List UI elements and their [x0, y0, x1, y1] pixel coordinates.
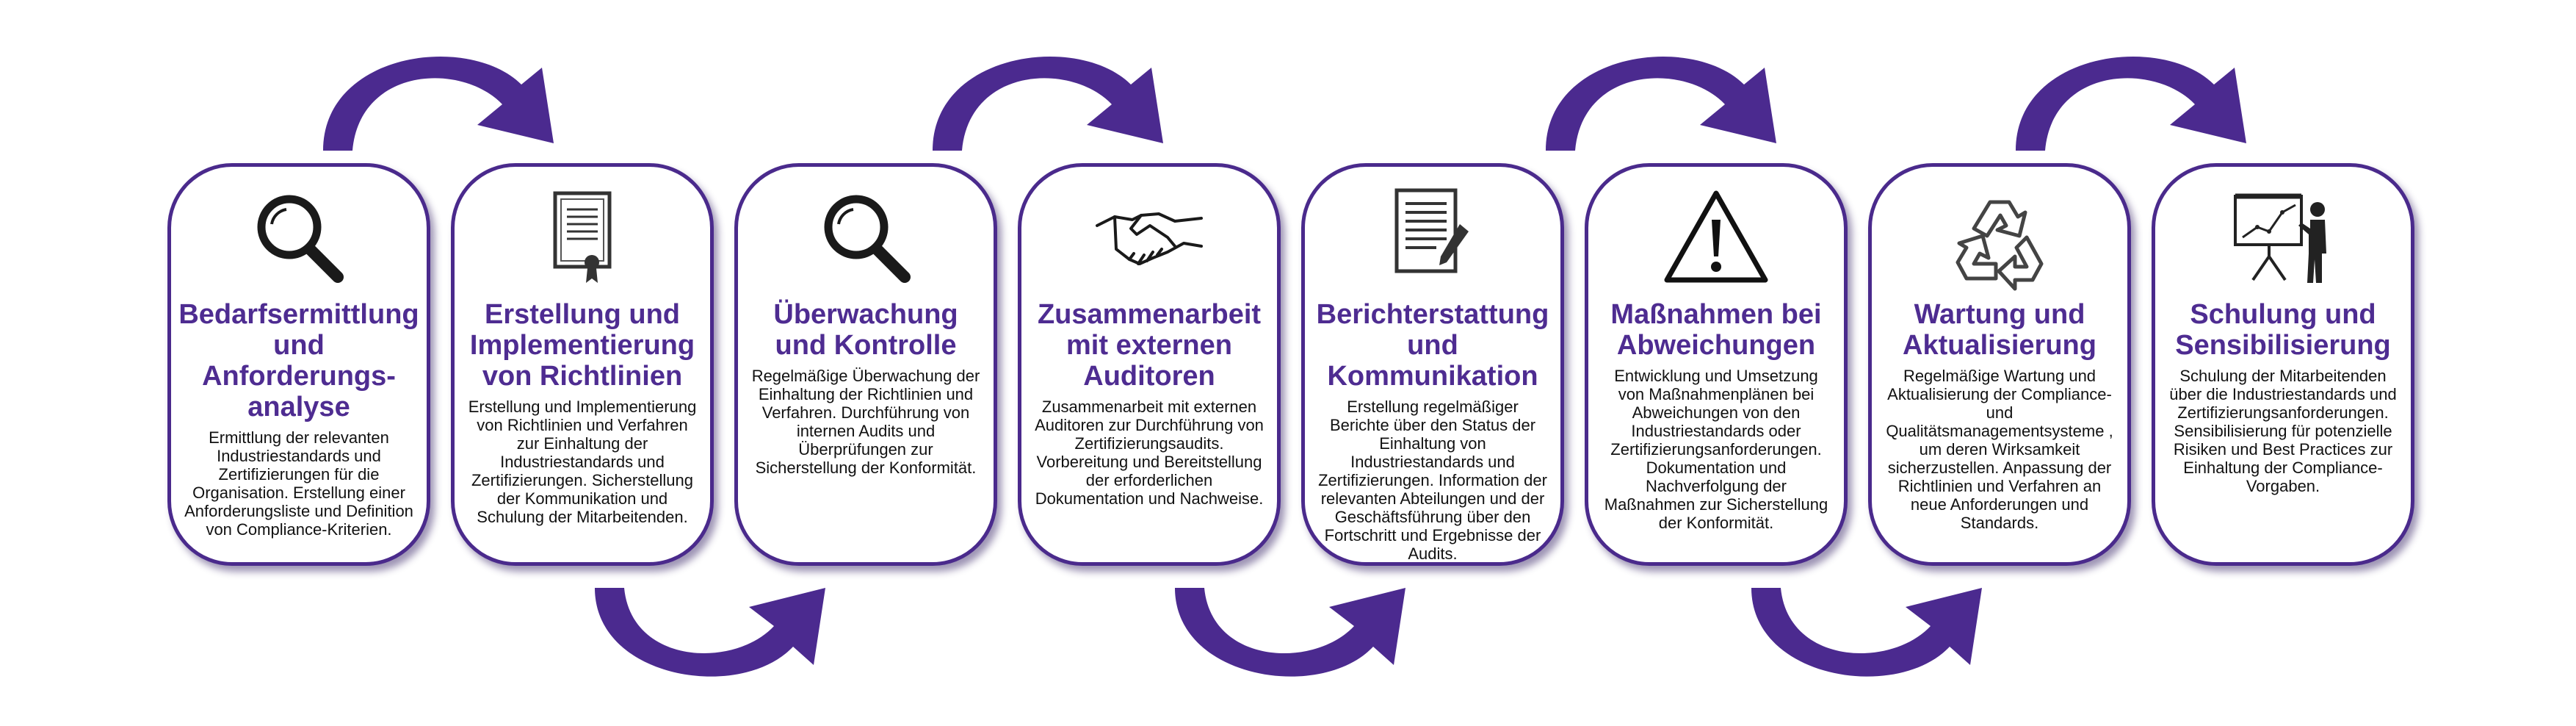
step-description: Regelmäßige Überwachung der Einhaltung d…: [751, 367, 980, 477]
connector-arrow-top-4: [2016, 57, 2246, 151]
step-card-2: Erstellung und Implementierung von Richt…: [451, 163, 714, 566]
handshake-icon: [1094, 183, 1204, 293]
step-card-8: Schulung und Sensibilisierung Schulung de…: [2152, 163, 2414, 566]
connector-arrow-top-1: [323, 57, 554, 151]
connector-arrow-bottom-2: [1175, 588, 1405, 677]
magnifier-icon: [811, 183, 921, 293]
step-description: Zusammenarbeit mit externen Auditoren zu…: [1035, 398, 1264, 508]
step-title: Bedarfsermittlung und Anforderungs-analy…: [178, 299, 419, 423]
step-card-4: Zusammenarbeit mit externen Auditoren Zus…: [1018, 163, 1281, 566]
step-description: Schulung der Mitarbeitenden über die Ind…: [2169, 367, 2397, 495]
step-title: Schulung und Sensibilisierung: [2175, 299, 2391, 361]
connector-arrow-bottom-1: [595, 588, 825, 677]
step-description: Ermittlung der relevanten Industriestand…: [184, 428, 413, 539]
presentation-training-icon: [2228, 183, 2338, 293]
connector-arrow-bottom-3: [1751, 588, 1982, 677]
step-title: Überwachung und Kontrolle: [773, 299, 958, 361]
step-description: Erstellung und Implementierung von Richt…: [468, 398, 697, 526]
step-description: Entwicklung und Umsetzung von Maßnahmenp…: [1604, 367, 1828, 532]
step-title: Maßnahmen bei Abweichungen: [1610, 299, 1822, 361]
connector-arrow-top-3: [1546, 57, 1776, 151]
magnifier-icon: [244, 183, 354, 293]
connector-arrow-top-2: [933, 57, 1163, 151]
warning-triangle-icon: [1661, 183, 1771, 293]
step-title: Zusammenarbeit mit externen Auditoren: [1037, 299, 1262, 392]
step-card-5: Berichterstattung und Kommunikation Erste…: [1301, 163, 1564, 566]
step-title: Berichterstattung und Kommunikation: [1316, 299, 1549, 392]
step-description: Regelmäßige Wartung und Aktualisierung d…: [1886, 367, 2113, 532]
step-card-3: Überwachung und Kontrolle Regelmäßige Übe…: [734, 163, 997, 566]
step-title: Erstellung und Implementierung von Richt…: [469, 299, 695, 392]
recycle-arrows-icon: [1944, 183, 2055, 293]
step-title: Wartung und Aktualisierung: [1903, 299, 2096, 361]
certificate-document-icon: [527, 183, 637, 293]
step-card-1: Bedarfsermittlung und Anforderungs-analy…: [167, 163, 430, 566]
step-card-7: Wartung und Aktualisierung Regelmäßige Wa…: [1868, 163, 2131, 566]
step-card-6: Maßnahmen bei Abweichungen Entwicklung un…: [1585, 163, 1848, 566]
document-pen-icon: [1378, 183, 1488, 293]
step-description: Erstellung regelmäßiger Berichte über de…: [1318, 398, 1547, 563]
